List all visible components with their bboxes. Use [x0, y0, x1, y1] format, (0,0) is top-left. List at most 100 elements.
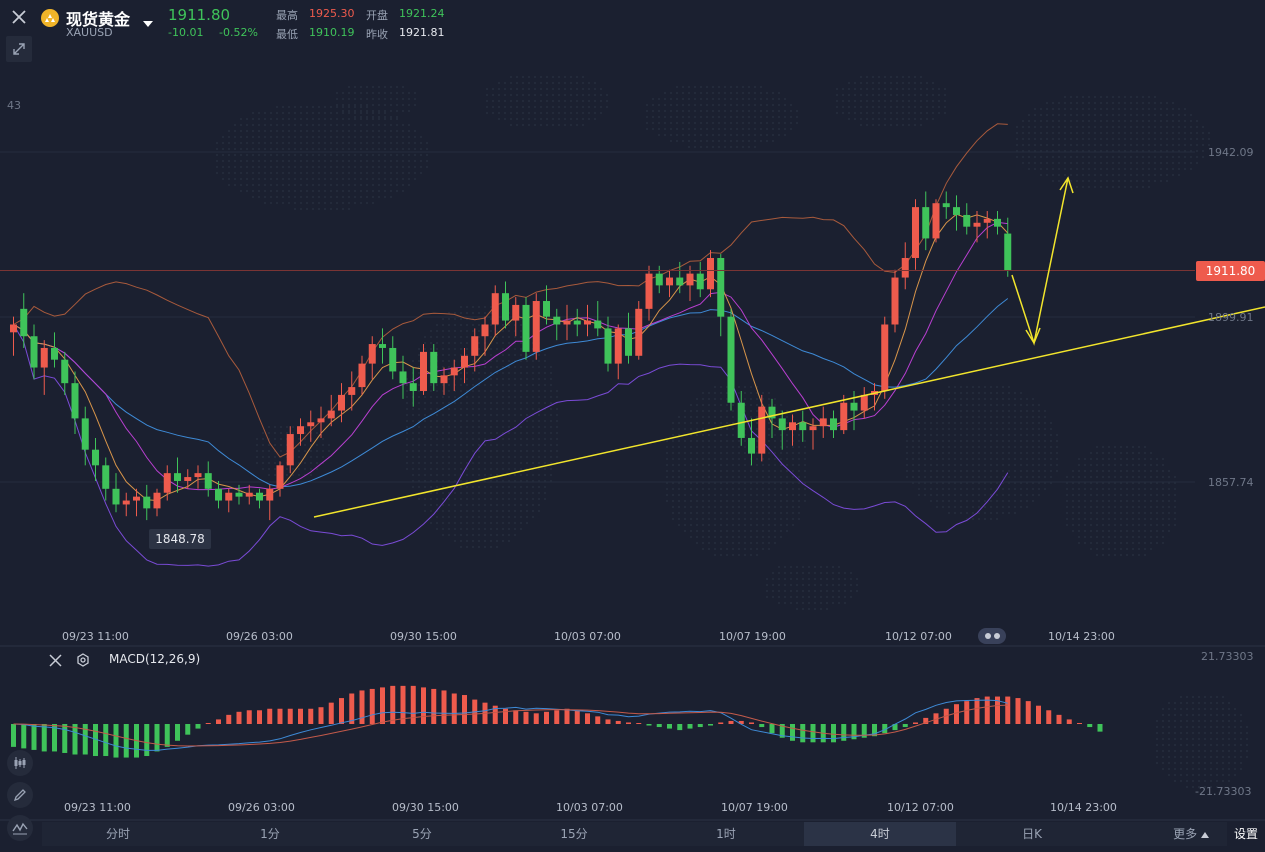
- candlestick-icon: [14, 757, 26, 769]
- low-marker: 1848.78: [149, 529, 211, 549]
- indicator-close-button[interactable]: [42, 647, 68, 673]
- macd-bar: [574, 710, 580, 724]
- macd-bar: [246, 710, 252, 724]
- macd-bar: [831, 724, 836, 743]
- macd-bar: [892, 724, 898, 731]
- timeframe-tab[interactable]: 分时: [105, 827, 130, 841]
- macd-bar: [205, 723, 211, 724]
- timeframe-tab[interactable]: 5分: [412, 827, 432, 841]
- candle-body: [61, 359, 69, 384]
- macd-bar: [31, 724, 37, 750]
- timeframe-tab[interactable]: 15分: [560, 827, 588, 841]
- macd-bar: [790, 724, 795, 741]
- candle-body: [389, 347, 397, 372]
- instrument-name[interactable]: 现货黄金: [66, 10, 131, 29]
- timeframe-tab[interactable]: 1时: [716, 827, 736, 841]
- candle-body: [830, 418, 837, 431]
- candle-body: [430, 351, 438, 384]
- macd-bar: [277, 708, 283, 724]
- macd-bar: [113, 724, 119, 758]
- candle-body: [358, 363, 366, 388]
- candle-body: [768, 406, 776, 419]
- candle-body: [461, 355, 468, 368]
- macd-bar: [1087, 724, 1093, 728]
- macd-bar: [216, 719, 221, 724]
- candle-body: [809, 426, 817, 431]
- macd-bar: [595, 716, 601, 724]
- candle-body: [317, 418, 325, 423]
- candle-body: [645, 273, 653, 309]
- macd-bar: [564, 708, 570, 724]
- macd-bar: [882, 724, 888, 734]
- candle-body: [912, 207, 919, 258]
- candle-body: [573, 320, 581, 325]
- candle-body: [327, 410, 335, 419]
- macd-bar: [410, 685, 416, 724]
- expand-button[interactable]: [6, 36, 32, 62]
- candle-tool-button[interactable]: [7, 750, 33, 776]
- candle-body: [338, 394, 345, 411]
- timeframe-tab-active[interactable]: 4时: [804, 822, 956, 846]
- macd-bar: [544, 711, 549, 724]
- macd-bar: [759, 724, 765, 728]
- indicator-name: MACD(12,26,9): [109, 652, 201, 666]
- candle-body: [20, 308, 28, 337]
- candle-body: [942, 203, 950, 208]
- price-change: -10.01: [168, 26, 204, 39]
- macd-bar: [872, 724, 877, 737]
- time-axis-label: 10/14 23:00: [1048, 630, 1115, 643]
- candle-body: [983, 218, 991, 223]
- world-map-dots: [216, 76, 1248, 788]
- timeframe-tab[interactable]: 日K: [1022, 827, 1042, 841]
- candle-body: [348, 387, 356, 395]
- candle-body: [481, 324, 489, 337]
- macd-bar: [62, 724, 68, 753]
- draw-tool-button[interactable]: [7, 782, 33, 808]
- indicator-settings-button[interactable]: [70, 647, 96, 673]
- candle-body: [30, 336, 38, 368]
- time-axis-label: 09/30 15:00: [390, 630, 457, 643]
- caret-down-icon[interactable]: [143, 12, 153, 31]
- timeframe-tab[interactable]: 1分: [260, 827, 280, 841]
- close-button[interactable]: [6, 4, 32, 30]
- macd-bar: [841, 724, 847, 741]
- candle-body: [420, 351, 427, 392]
- bollinger-middle: [13, 298, 1009, 488]
- macd-bar: [667, 724, 672, 729]
- macd-bar: [328, 702, 334, 724]
- macd-bar: [708, 724, 713, 726]
- candle-body: [256, 492, 263, 501]
- dots-icon[interactable]: [978, 628, 1006, 644]
- candle-body: [368, 344, 376, 364]
- low-label: 最低: [276, 28, 298, 41]
- candle-body: [707, 257, 714, 290]
- more-button[interactable]: 更多: [1160, 822, 1222, 846]
- instrument-symbol: XAUUSD: [66, 26, 113, 39]
- price-axis-label: 1857.74: [1208, 476, 1254, 489]
- macd-bar: [605, 719, 611, 724]
- settings-button[interactable]: 设置: [1233, 827, 1258, 841]
- macd-bar: [462, 695, 467, 724]
- candle-body: [563, 320, 571, 325]
- macd-bar: [349, 693, 355, 724]
- candle-body: [901, 257, 909, 278]
- arrow-head-down: [1025, 327, 1041, 345]
- indicator-tool-button[interactable]: [7, 815, 33, 841]
- candle-body: [276, 465, 284, 489]
- macd-bar: [646, 724, 652, 726]
- macd-bar: [656, 724, 662, 728]
- indicator-time-label: 10/07 19:00: [721, 801, 788, 814]
- wave-icon: [12, 822, 28, 835]
- macd-bar: [318, 707, 324, 724]
- indicator-time-label: 10/03 07:00: [556, 801, 623, 814]
- candle-body: [737, 402, 745, 438]
- candle-body: [81, 418, 89, 450]
- candle-body: [850, 402, 858, 411]
- candle-body: [799, 422, 807, 431]
- candle-body: [143, 496, 151, 509]
- open-label: 开盘: [366, 9, 388, 22]
- candle-body: [543, 301, 550, 317]
- candle-body: [92, 449, 99, 466]
